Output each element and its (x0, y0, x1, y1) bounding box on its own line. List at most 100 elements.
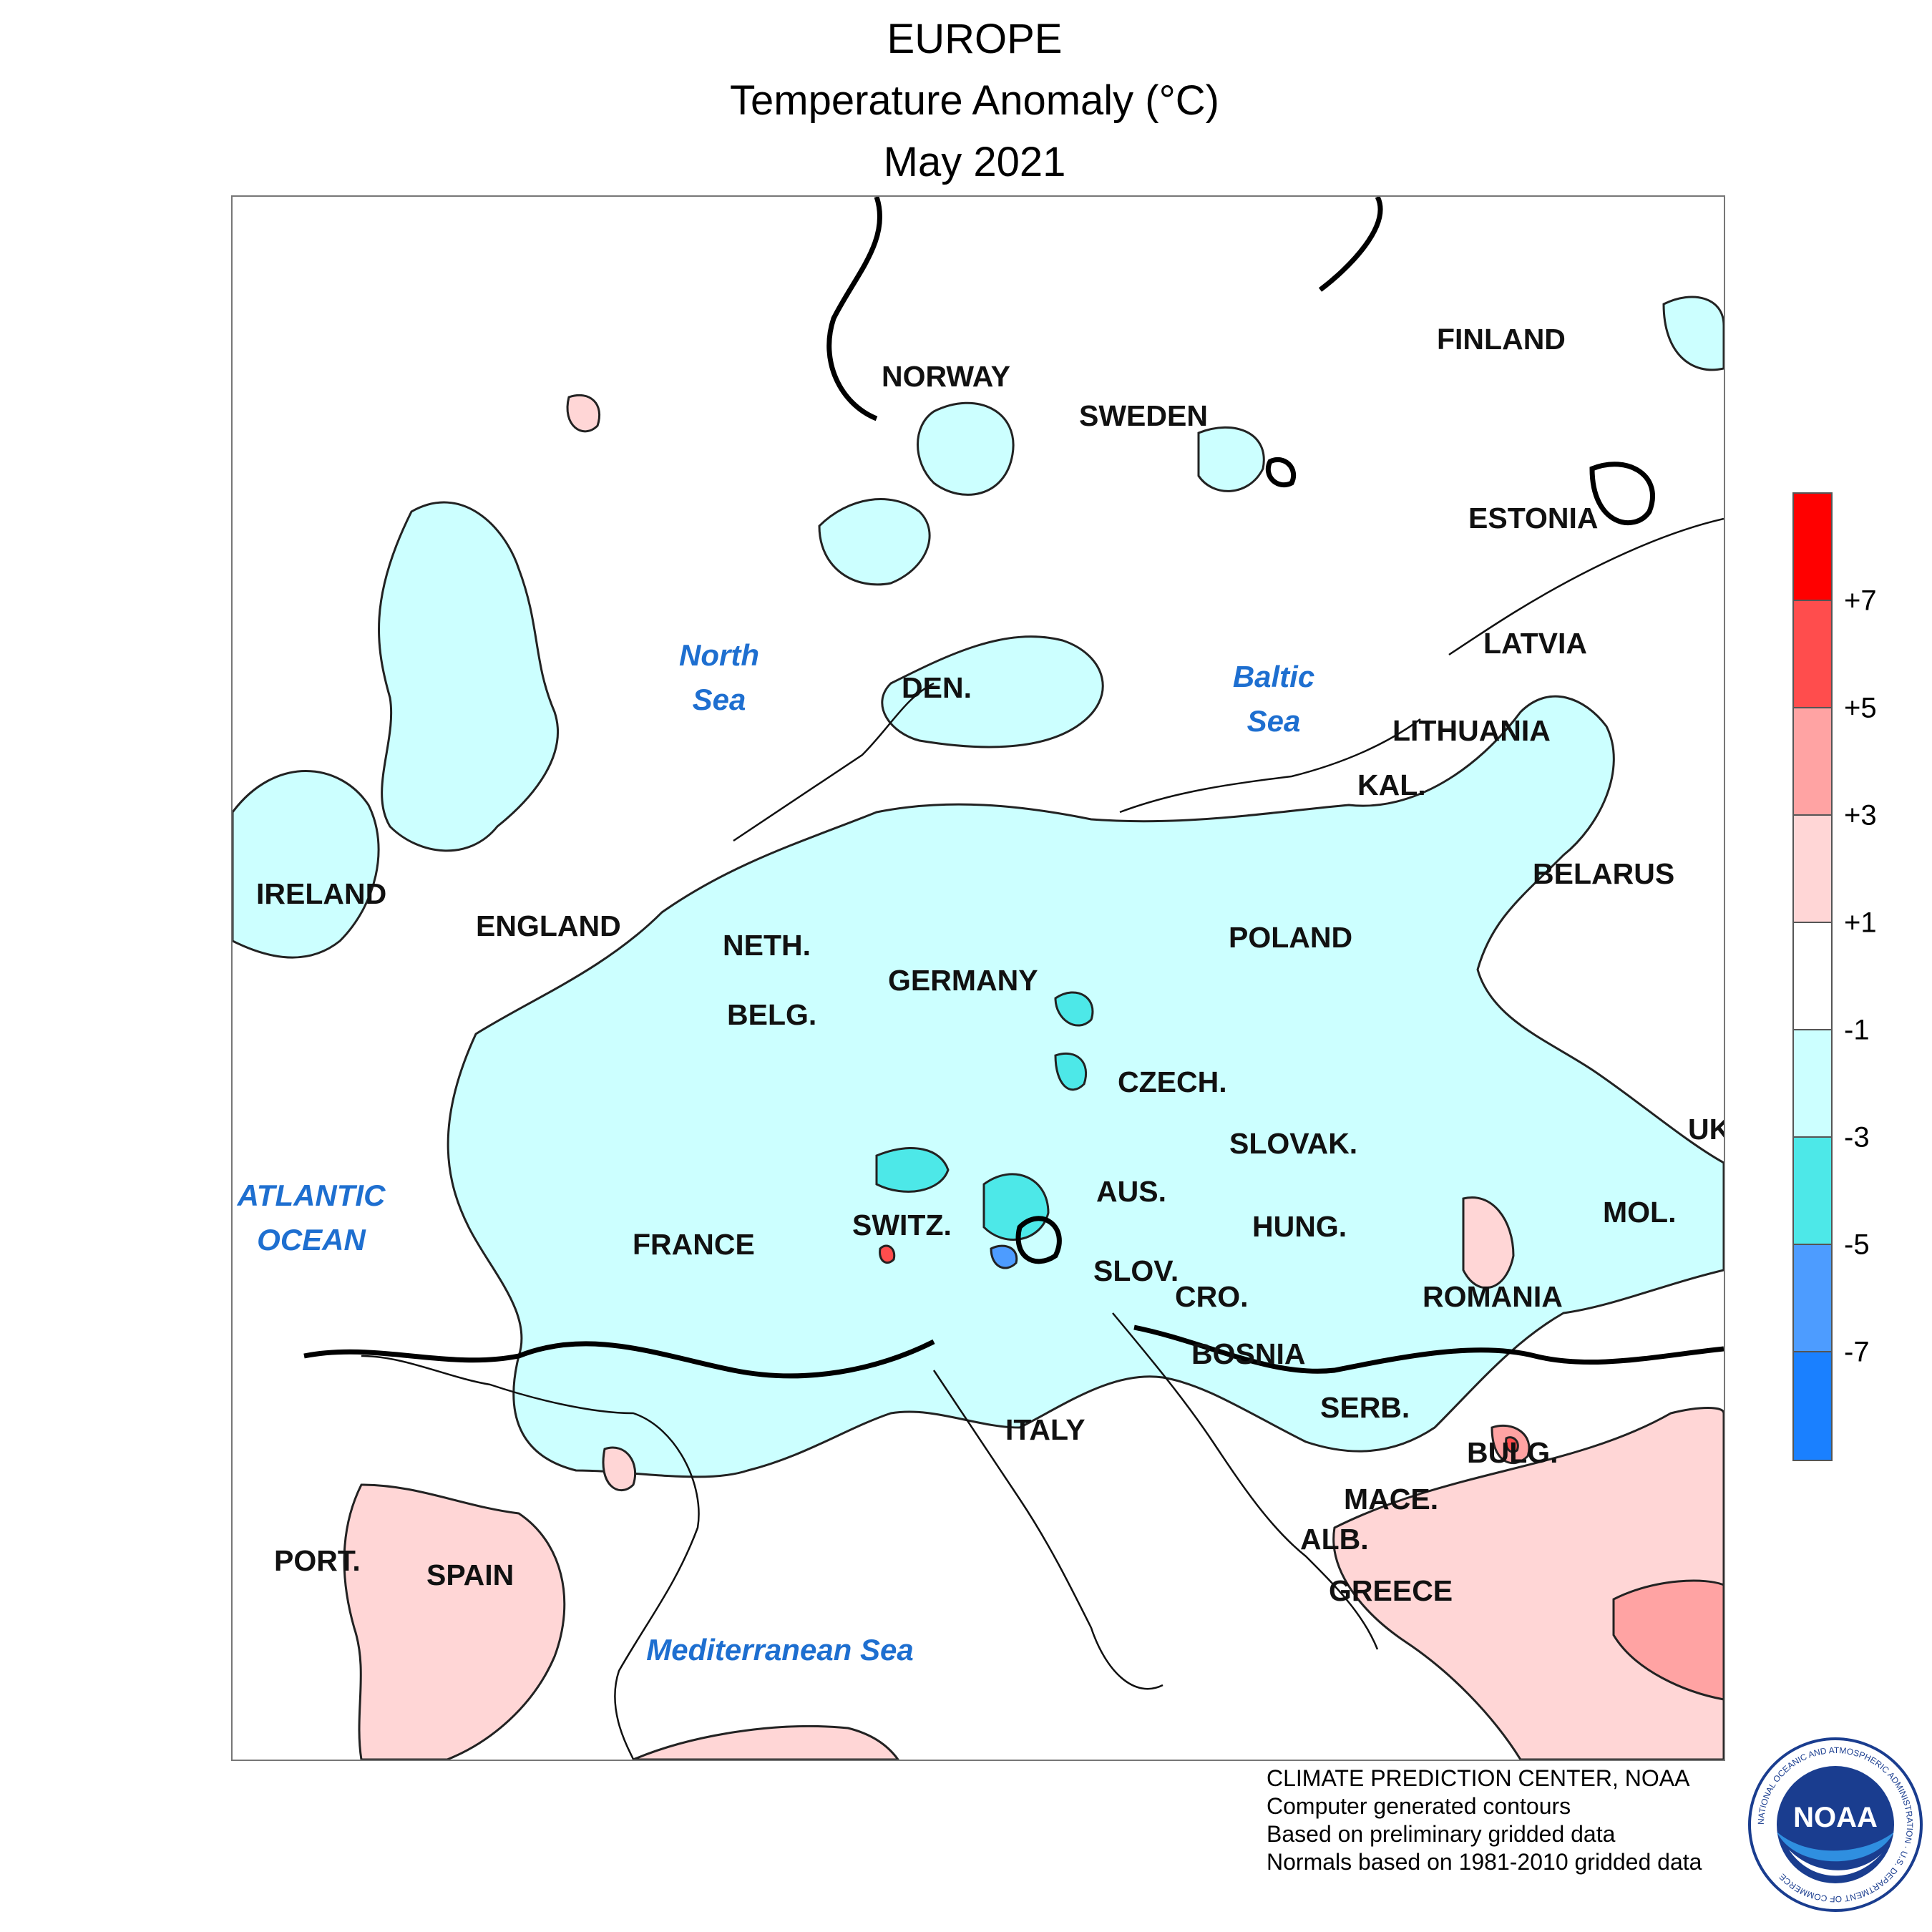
label-italy: ITALY (1005, 1413, 1085, 1446)
label-portugal: PORT. (274, 1544, 361, 1577)
romania-warm-area (1462, 1196, 1515, 1289)
north-sea-line1: North (679, 638, 759, 672)
legend-swatch (1794, 494, 1831, 601)
legend-tick-label: -1 (1844, 1014, 1870, 1046)
label-kaliningrad: KAL. (1357, 769, 1426, 801)
russia-zero-loop (1589, 462, 1655, 525)
alps-very-cool-pocket (990, 1244, 1018, 1269)
north-africa-warm-area (633, 1724, 899, 1760)
iberia-coast (361, 1355, 700, 1760)
norway-south-cool-area (818, 498, 931, 586)
label-romania: ROMANIA (1423, 1280, 1563, 1313)
label-atlantic-ocean: ATLANTIC OCEAN (233, 1174, 397, 1262)
sweden-east-cool-area (1197, 426, 1265, 492)
legend-tick-label: +3 (1844, 799, 1877, 831)
alps-cool-pocket-2 (982, 1173, 1050, 1241)
label-north-sea: North Sea (648, 633, 791, 722)
label-sweden: SWEDEN (1079, 399, 1208, 432)
label-greece: GREECE (1329, 1574, 1453, 1607)
label-germany: GERMANY (888, 964, 1038, 997)
norway-central-cool-area (917, 401, 1015, 496)
legend-swatch (1794, 1030, 1831, 1138)
region-title: EUROPE (887, 16, 1063, 62)
label-estonia: ESTONIA (1468, 502, 1599, 535)
atlantic-line1: ATLANTIC (237, 1179, 386, 1212)
adriatic-coast (1112, 1312, 1379, 1650)
germany-cool-pocket (1054, 1052, 1088, 1091)
sweden-zero-loop (1265, 457, 1297, 488)
credits-block: CLIMATE PREDICTION CENTER, NOAA Computer… (1267, 1765, 1702, 1876)
cool-anomaly-regions (233, 296, 1724, 1478)
date-title: May 2021 (883, 139, 1066, 185)
credit-line-2: Computer generated contours (1267, 1793, 1571, 1819)
balkans-zero-contour (1133, 1324, 1724, 1374)
label-baltic-sea: Baltic Sea (1202, 655, 1345, 743)
legend-tick-label: +1 (1844, 907, 1877, 939)
north-sea-line2: Sea (692, 683, 746, 716)
label-poland: POLAND (1229, 921, 1353, 954)
legend-tick-label: -5 (1844, 1229, 1870, 1261)
alps-zero-loop (1015, 1216, 1062, 1264)
label-netherlands: NETH. (723, 929, 811, 962)
label-serbia: SERB. (1320, 1391, 1410, 1424)
noaa-logo-text: NOAA (1793, 1802, 1878, 1833)
label-hungary: HUNG. (1252, 1210, 1347, 1243)
baltic-sea-line1: Baltic (1232, 660, 1315, 693)
label-lithuania: LITHUANIA (1392, 714, 1551, 747)
legend-tick-label: -3 (1844, 1121, 1870, 1153)
finland-zero-contour (1318, 197, 1383, 292)
legend-swatch (1794, 1245, 1831, 1352)
map-canvas (233, 197, 1724, 1760)
anomaly-map: NORWAY SWEDEN FINLAND ESTONIA LATVIA LIT… (231, 195, 1725, 1761)
label-switzerland: SWITZ. (852, 1209, 952, 1241)
norway-west-warm-pocket (566, 394, 601, 433)
color-legend (1792, 492, 1833, 1461)
credit-line-3: Based on preliminary gridded data (1267, 1821, 1616, 1847)
bulgaria-hot-spot (1505, 1436, 1519, 1453)
germany-coast (733, 682, 935, 842)
label-albania: ALB. (1300, 1523, 1369, 1556)
france-south-warm-pocket (602, 1446, 637, 1492)
legend-tick-label: +7 (1844, 585, 1877, 617)
switzerland-hot-spot (879, 1244, 896, 1264)
legend-swatch (1794, 1138, 1831, 1245)
legend-swatch (1794, 816, 1831, 923)
spain-warm-area (343, 1483, 566, 1760)
label-austria: AUS. (1096, 1175, 1166, 1208)
sweden-south-cool-area (881, 635, 1104, 748)
baltic-sea-line2: Sea (1246, 704, 1301, 738)
italy-coast (932, 1370, 1163, 1690)
label-denmark: DEN. (902, 671, 972, 704)
label-ireland: IRELAND (256, 877, 387, 910)
atlantic-line2: OCEAN (257, 1223, 366, 1257)
label-slovenia: SLOV. (1093, 1254, 1179, 1287)
label-finland: FINLAND (1437, 323, 1566, 356)
legend-swatch (1794, 601, 1831, 708)
britain-cool-area (378, 501, 559, 852)
legend-swatch (1794, 923, 1831, 1030)
label-mediterranean-sea: Mediterranean Sea (646, 1633, 914, 1667)
label-moldova: MOL. (1603, 1196, 1677, 1229)
label-latvia: LATVIA (1483, 627, 1588, 660)
iberia-zero-contour (303, 1339, 935, 1379)
credit-line-4: Normals based on 1981-2010 gridded data (1267, 1849, 1702, 1875)
map-titles: EUROPE Temperature Anomaly (°C) May 2021 (0, 9, 1932, 193)
label-england: ENGLAND (476, 909, 621, 942)
label-belarus: BELARUS (1533, 857, 1675, 890)
ireland-cool-area (233, 770, 380, 959)
variable-title: Temperature Anomaly (°C) (730, 77, 1219, 124)
legend-tick-label: +5 (1844, 692, 1877, 724)
label-bulgaria: BULG. (1467, 1436, 1558, 1469)
alps-cool-pocket-1 (875, 1147, 950, 1193)
legend-tick-label: -7 (1844, 1336, 1870, 1368)
label-macedonia: MACE. (1344, 1483, 1439, 1516)
label-bosnia: BOSNIA (1191, 1337, 1306, 1370)
baltic-coast (1119, 718, 1421, 814)
continent-cool-area (447, 695, 1724, 1478)
label-ukraine: UK (1688, 1113, 1724, 1146)
credit-line-1: CLIMATE PREDICTION CENTER, NOAA (1267, 1765, 1690, 1791)
label-france: FRANCE (633, 1228, 755, 1261)
russia-north-cool-area (1662, 296, 1724, 371)
warm-anomaly-regions (343, 394, 1724, 1760)
noaa-logo: NATIONAL OCEANIC AND ATMOSPHERIC ADMINIS… (1748, 1737, 1923, 1912)
